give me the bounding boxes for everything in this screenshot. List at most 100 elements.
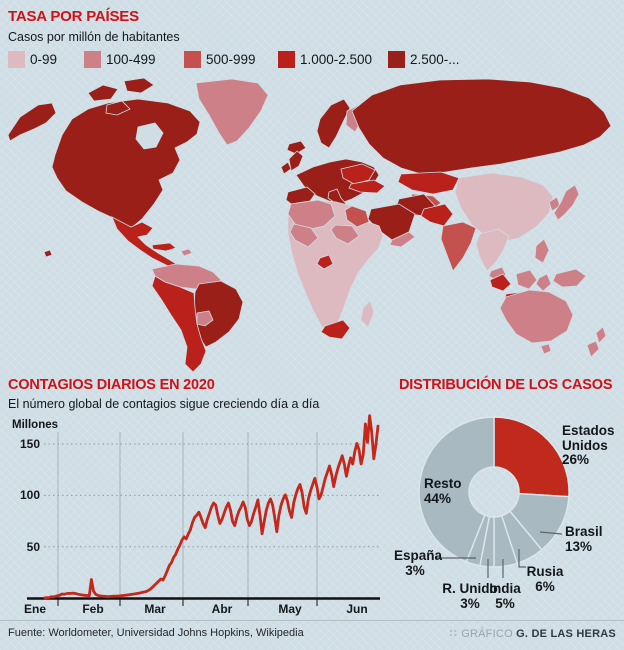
donut-label-espana: España 3% (394, 548, 442, 578)
daily-cases-line (43, 414, 380, 600)
map-region-south-africa (320, 319, 351, 340)
y-tick-50: 50 (26, 540, 40, 554)
map-region-russia (351, 78, 612, 175)
map-region-hawaii (43, 249, 53, 258)
legend-item: 1.000-2.500 (278, 50, 372, 68)
map-region-china-mongolia (454, 172, 554, 243)
map-region-tasmania (540, 343, 552, 355)
map-region-yemen-oman (389, 231, 416, 248)
donut-label-resto: Resto 44% (424, 476, 480, 506)
footer-divider (0, 620, 624, 621)
donut-label-estados-unidos: Estados Unidos 26% (562, 423, 624, 468)
map-region-sulawesi (535, 273, 552, 292)
map-region-egypt (344, 205, 370, 228)
donut-label-pct: 44% (424, 490, 452, 506)
legend-label: 1.000-2.500 (300, 51, 373, 67)
map-region-sudan-sahel (330, 224, 360, 245)
map-region-philippines (534, 238, 550, 264)
y-axis-unit-label: Millones (12, 419, 59, 431)
map-region-greenland (195, 78, 269, 146)
map-region-ireland (280, 161, 292, 175)
donut-label-pct: 26% (562, 452, 590, 467)
donut-slice-resto (418, 416, 495, 563)
credit-name: G. DE LAS HERAS (516, 628, 616, 640)
world-choropleth-map (7, 77, 612, 373)
donut-label-brasil: Brasil 13% (565, 524, 621, 554)
line-chart-horizontal-gridlines (44, 443, 380, 548)
leader-line-brasil (539, 531, 563, 535)
publisher-logo-icon: ∷ (449, 628, 458, 640)
legend-swatch-1000-2500 (278, 50, 295, 68)
donut-label-pct: 5% (495, 595, 515, 611)
x-axis-ticks (57, 599, 318, 606)
line-chart-subtitle: El número global de contagios sigue crec… (8, 397, 320, 411)
x-tick-mar: Mar (144, 602, 166, 616)
credit-prefix: GRÁFICO (461, 628, 513, 640)
map-region-new-zealand (586, 326, 607, 358)
donut-label-name: Estados Unidos (562, 423, 615, 453)
donut-label-pct: 13% (565, 538, 593, 554)
legend-item: 0-99 (8, 50, 57, 68)
donut-label-pct: 6% (535, 578, 555, 594)
legend-item: 500-999 (184, 50, 256, 68)
map-region-turkey (348, 179, 386, 194)
legend-swatch-2500-plus (388, 50, 405, 68)
legend-label: 0-99 (30, 51, 58, 67)
map-region-eastern-europe (340, 163, 376, 185)
leader-line-rusia (518, 549, 526, 568)
map-region-bolivia-paraguay (196, 310, 214, 327)
map-region-borneo (515, 269, 538, 290)
donut-chart-title: DISTRIBUCIÓN DE LOS CASOS (399, 377, 613, 393)
y-tick-100: 100 (19, 488, 40, 502)
donut-slice-estados-unidos (493, 416, 570, 498)
map-region-west-africa (289, 223, 319, 248)
legend-item: 2.500-... (388, 50, 460, 68)
legend-label: 2.500-... (410, 51, 460, 67)
x-tick-abr: Abr (211, 602, 233, 616)
donut-chart (418, 416, 570, 568)
donut-label-name: España (394, 548, 443, 563)
y-tick-150: 150 (19, 437, 40, 451)
x-tick-may: May (278, 602, 302, 616)
map-region-cuba (151, 242, 177, 252)
map-legend-title: Casos por millón de habitantes (8, 30, 180, 44)
donut-label-rusia: Rusia 6% (521, 564, 569, 594)
map-region-madagascar (360, 300, 375, 328)
donut-label-name: R. Unido (442, 581, 498, 596)
donut-label-name: Resto (424, 476, 462, 491)
map-region-new-guinea (552, 268, 587, 288)
donut-label-india: India 5% (483, 581, 527, 611)
map-region-kazakhstan (397, 171, 460, 195)
donut-label-pct: 3% (405, 562, 425, 578)
donut-label-r-unido: R. Unido 3% (438, 581, 502, 611)
map-region-gabon (316, 254, 334, 270)
map-region-japan (553, 184, 580, 221)
donut-label-name: India (489, 581, 521, 596)
legend-swatch-500-999 (184, 50, 201, 68)
x-tick-ene: Ene (23, 602, 46, 616)
map-region-australia (499, 289, 574, 344)
donut-label-name: Rusia (526, 564, 564, 579)
legend-label: 500-999 (206, 51, 256, 67)
map-region-arctic-islands (87, 77, 155, 116)
donut-label-pct: 3% (460, 595, 480, 611)
credit-line: ∷ GRÁFICO G. DE LAS HERAS (449, 627, 616, 640)
donut-leader-lines (436, 531, 563, 578)
legend-item: 100-499 (84, 50, 156, 68)
source-note: Fuente: Worldometer, Universidad Johns H… (8, 627, 304, 639)
donut-label-name: Brasil (565, 524, 603, 539)
legend-label: 100-499 (106, 51, 156, 67)
map-region-maghreb (287, 199, 336, 231)
line-chart-vertical-gridlines (57, 432, 318, 598)
map-region-alaska (7, 102, 57, 142)
line-chart-title: CONTAGIOS DIARIOS EN 2020 (8, 377, 215, 393)
map-hudson-bay (135, 122, 164, 150)
map-section-title: TASA POR PAÍSES (8, 8, 139, 25)
map-region-indochina (475, 228, 510, 272)
legend-swatch-0-99 (8, 50, 25, 68)
map-region-mexico-central-america (111, 216, 190, 274)
map-region-iceland (286, 140, 307, 155)
x-tick-jun: Jun (346, 602, 368, 616)
